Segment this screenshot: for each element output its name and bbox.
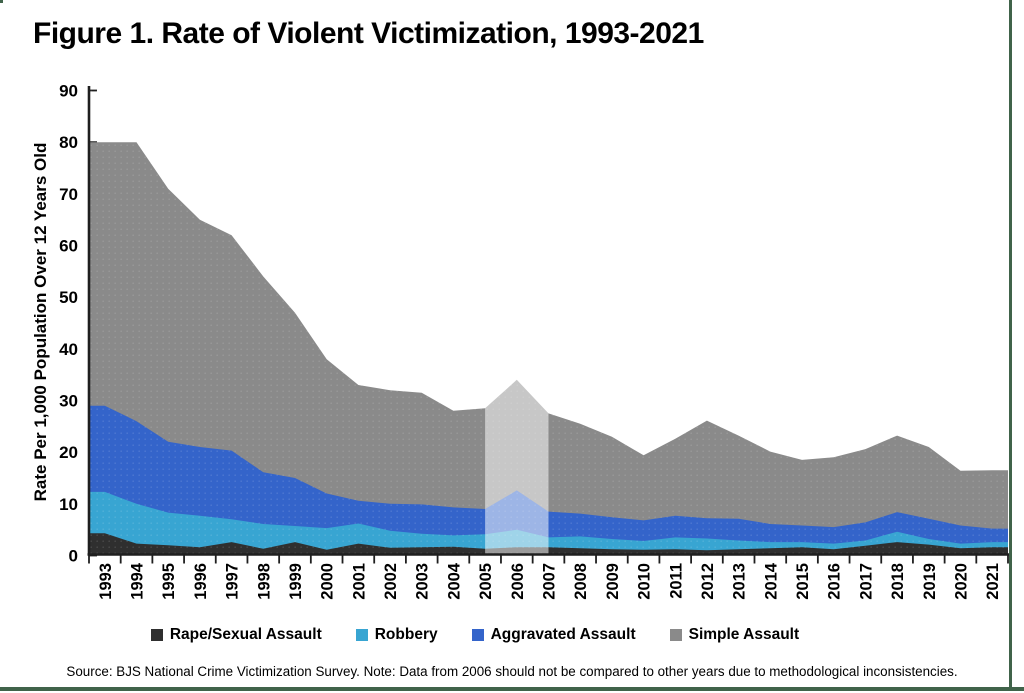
svg-text:80: 80 bbox=[59, 133, 78, 152]
source-note: Source: BJS National Crime Victimization… bbox=[66, 664, 958, 679]
figure-border-corner-fragment bbox=[0, 0, 3, 3]
y-axis-title: Rate Per 1,000 Population Over 12 Years … bbox=[31, 143, 50, 502]
svg-text:2021: 2021 bbox=[984, 563, 1002, 600]
svg-text:2002: 2002 bbox=[382, 563, 400, 600]
svg-text:0: 0 bbox=[69, 547, 78, 566]
svg-text:2013: 2013 bbox=[731, 563, 749, 600]
svg-text:40: 40 bbox=[59, 340, 78, 359]
legend-item-simple-assault: Simple Assault bbox=[669, 626, 800, 644]
svg-text:1994: 1994 bbox=[129, 562, 147, 600]
svg-text:2018: 2018 bbox=[889, 563, 907, 600]
svg-text:1996: 1996 bbox=[192, 563, 210, 600]
svg-text:2000: 2000 bbox=[319, 563, 337, 600]
svg-text:90: 90 bbox=[59, 82, 78, 101]
svg-text:1995: 1995 bbox=[160, 563, 178, 600]
legend-item-aggravated-assault: Aggravated Assault bbox=[471, 626, 636, 644]
svg-text:2004: 2004 bbox=[445, 562, 463, 600]
svg-text:2006: 2006 bbox=[509, 563, 527, 600]
legend-label-aggravated-assault: Aggravated Assault bbox=[490, 626, 636, 643]
legend-label-robbery: Robbery bbox=[374, 626, 438, 643]
svg-text:2007: 2007 bbox=[541, 563, 559, 600]
x-axis-ticks bbox=[88, 555, 1009, 564]
figure-border-right bbox=[1009, 0, 1012, 691]
svg-text:2011: 2011 bbox=[667, 563, 685, 599]
legend-item-rape-sexual-assault: Rape/Sexual Assault bbox=[150, 626, 322, 644]
legend-swatch-rape-sexual-assault-icon bbox=[150, 629, 163, 641]
svg-text:2010: 2010 bbox=[636, 563, 654, 600]
svg-text:2019: 2019 bbox=[921, 563, 939, 600]
svg-text:2020: 2020 bbox=[952, 563, 970, 600]
svg-text:2009: 2009 bbox=[604, 563, 622, 600]
svg-text:2003: 2003 bbox=[414, 563, 432, 600]
legend-swatch-aggravated-assault-icon bbox=[471, 629, 484, 641]
svg-text:2014: 2014 bbox=[762, 562, 780, 600]
highlight-2006-overlay bbox=[485, 86, 549, 556]
svg-text:2008: 2008 bbox=[572, 563, 590, 600]
svg-text:20: 20 bbox=[59, 443, 78, 462]
legend-label-rape-sexual-assault: Rape/Sexual Assault bbox=[169, 626, 322, 643]
svg-text:2015: 2015 bbox=[794, 563, 812, 600]
figure-title: Figure 1. Rate of Violent Victimization,… bbox=[33, 17, 704, 50]
legend-item-robbery: Robbery bbox=[355, 626, 438, 644]
figure-border-bottom bbox=[0, 687, 1024, 691]
svg-text:2005: 2005 bbox=[477, 563, 495, 600]
svg-text:70: 70 bbox=[59, 185, 78, 204]
chart-legend: Rape/Sexual Assault Robbery Aggravated A… bbox=[0, 625, 950, 645]
svg-text:1999: 1999 bbox=[287, 563, 305, 600]
svg-text:1998: 1998 bbox=[255, 563, 273, 600]
svg-text:2016: 2016 bbox=[826, 563, 844, 600]
svg-text:1993: 1993 bbox=[97, 563, 115, 600]
svg-text:2001: 2001 bbox=[350, 563, 368, 600]
legend-swatch-simple-assault-icon bbox=[669, 629, 682, 641]
svg-text:2017: 2017 bbox=[857, 563, 875, 600]
y-axis-labels: 0 10 20 30 40 50 60 70 80 90 bbox=[59, 82, 78, 566]
svg-text:50: 50 bbox=[59, 288, 78, 307]
svg-text:2012: 2012 bbox=[699, 563, 717, 600]
svg-text:1997: 1997 bbox=[224, 563, 242, 600]
svg-text:10: 10 bbox=[59, 495, 78, 514]
x-axis-labels: 1993 1994 1995 1996 1997 1998 1999 2000 2001 2002… bbox=[97, 562, 1002, 600]
legend-label-simple-assault: Simple Assault bbox=[688, 626, 800, 643]
legend-swatch-robbery-icon bbox=[355, 629, 368, 641]
svg-text:60: 60 bbox=[59, 237, 78, 256]
svg-text:30: 30 bbox=[59, 392, 78, 411]
